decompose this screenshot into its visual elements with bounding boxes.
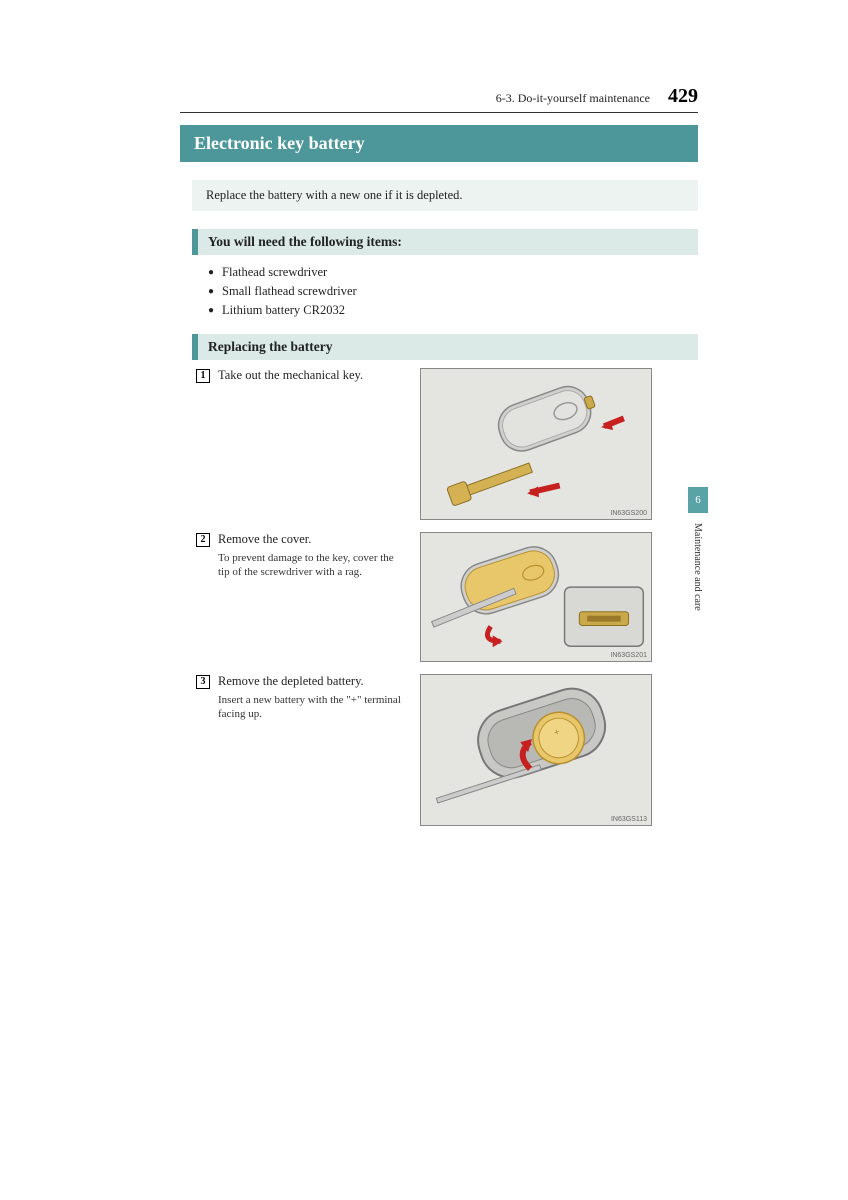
step-number-box: 2 <box>196 533 210 547</box>
item-text: Small flathead screwdriver <box>222 284 357 299</box>
chapter-label: Maintenance and care <box>688 523 703 611</box>
step-number-box: 1 <box>196 369 210 383</box>
manual-page: 6-3. Do-it-yourself maintenance 429 Elec… <box>0 0 848 826</box>
step-text-block: 2 Remove the cover. To prevent damage to… <box>196 532 406 662</box>
page-number: 429 <box>668 85 698 108</box>
step-instruction: Remove the cover. <box>218 532 311 547</box>
intro-text: Replace the battery with a new one if it… <box>192 180 698 211</box>
list-item: ● Lithium battery CR2032 <box>208 301 698 320</box>
step-instruction: Take out the mechanical key. <box>218 368 363 383</box>
cover-remove-diagram <box>421 533 651 661</box>
step-illustration: + IN63GS113 <box>420 674 652 826</box>
bullet-icon: ● <box>208 267 214 278</box>
step-row: 2 Remove the cover. To prevent damage to… <box>196 532 698 662</box>
step-instruction: Remove the depleted battery. <box>218 674 364 689</box>
step-subtext: To prevent damage to the key, cover the … <box>218 551 406 580</box>
step-illustration: IN63GS201 <box>420 532 652 662</box>
battery-remove-diagram: + <box>421 675 651 825</box>
item-text: Flathead screwdriver <box>222 265 327 280</box>
page-header: 6-3. Do-it-yourself maintenance 429 <box>180 85 698 113</box>
replacing-header: Replacing the battery <box>192 334 698 360</box>
step-illustration: IN63GS200 <box>420 368 652 520</box>
chapter-tab: 6 Maintenance and care <box>688 487 708 611</box>
step-subtext: Insert a new battery with the "+" termin… <box>218 693 406 722</box>
step-row: 3 Remove the depleted battery. Insert a … <box>196 674 698 826</box>
image-code: IN63GS201 <box>610 652 647 659</box>
key-remove-diagram <box>421 369 651 519</box>
item-text: Lithium battery CR2032 <box>222 303 345 318</box>
step-row: 1 Take out the mechanical key. <box>196 368 698 520</box>
step-text-block: 1 Take out the mechanical key. <box>196 368 406 520</box>
step-text-block: 3 Remove the depleted battery. Insert a … <box>196 674 406 826</box>
items-needed-header: You will need the following items: <box>192 229 698 255</box>
image-code: IN63GS113 <box>611 816 647 823</box>
section-reference: 6-3. Do-it-yourself maintenance <box>496 91 650 106</box>
step-number-box: 3 <box>196 675 210 689</box>
bullet-icon: ● <box>208 286 214 297</box>
page-title: Electronic key battery <box>180 125 698 162</box>
items-list: ● Flathead screwdriver ● Small flathead … <box>208 263 698 320</box>
list-item: ● Small flathead screwdriver <box>208 282 698 301</box>
chapter-number-tab: 6 <box>688 487 708 513</box>
bullet-icon: ● <box>208 305 214 316</box>
list-item: ● Flathead screwdriver <box>208 263 698 282</box>
image-code: IN63GS200 <box>610 510 647 517</box>
